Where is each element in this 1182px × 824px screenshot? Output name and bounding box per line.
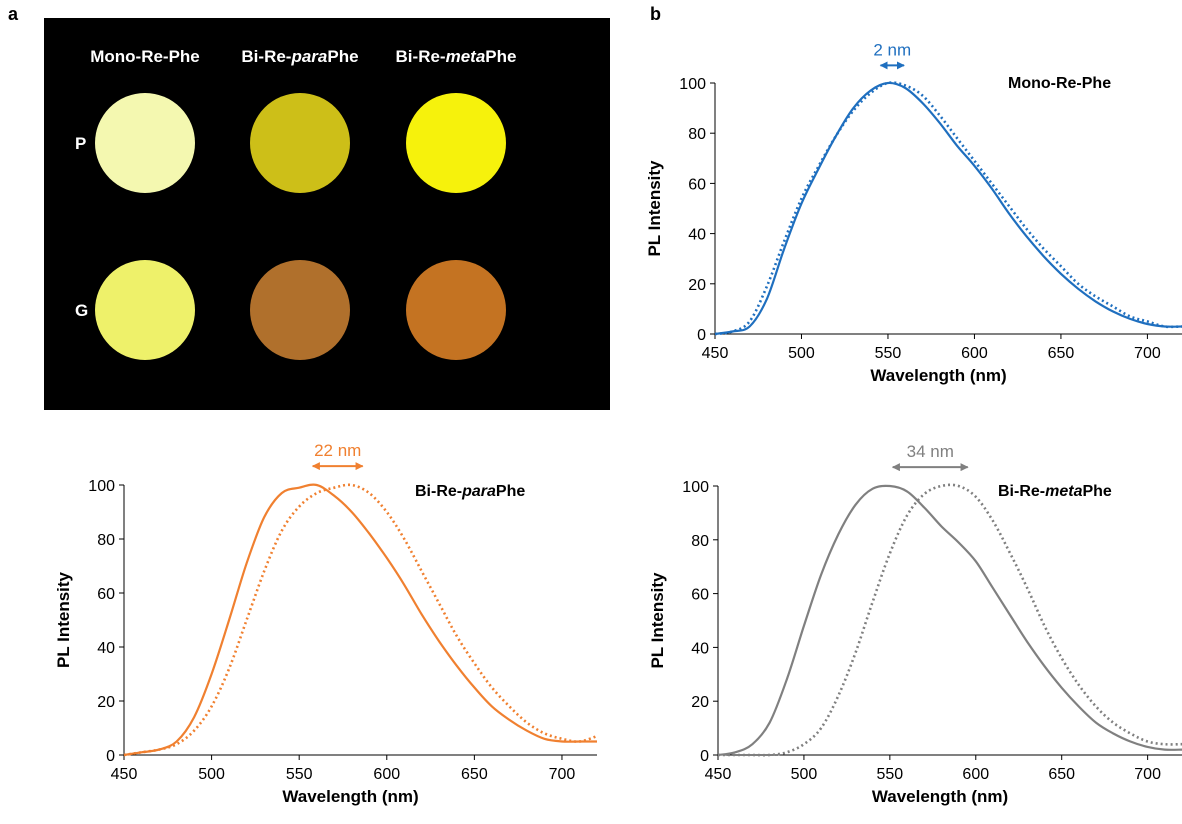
- y-tick-label: 80: [688, 126, 706, 143]
- x-tick-label: 550: [875, 345, 902, 362]
- chart-bi-re-metaphe: 0 20 40 60 80 100 450 500 550 600 650 700 Wavelength…: [648, 442, 1182, 806]
- x-tick-label: 600: [962, 766, 989, 783]
- x-tick-label: 650: [1048, 766, 1075, 783]
- x-tick-label: 600: [373, 766, 400, 783]
- y-tick-label: 20: [97, 694, 115, 711]
- panel-letter-a: a: [8, 4, 19, 24]
- series-line-solid: [714, 81, 1182, 336]
- text-part: Phe: [327, 47, 358, 66]
- text-part: Bi-Re-: [415, 483, 462, 500]
- panel-letter-b: b: [650, 4, 661, 24]
- text-part: Phe: [1082, 483, 1111, 500]
- x-tick-label: 550: [286, 766, 313, 783]
- y-tick-label: 100: [679, 76, 706, 93]
- text-part: meta: [1045, 483, 1082, 500]
- x-axis-label: Wavelength (nm): [870, 366, 1006, 385]
- y-axis-label: PL Intensity: [645, 160, 664, 257]
- x-axis-label: Wavelength (nm): [872, 787, 1008, 806]
- y-tick-label: 100: [88, 478, 115, 495]
- y-tick-label: 0: [700, 748, 709, 765]
- chart-bi-re-paraphe: 0 20 40 60 80 100 450 500 550 600 650 700 Wavelength…: [54, 441, 598, 806]
- photo-row-label: P: [75, 134, 86, 153]
- text-part: para: [290, 47, 327, 66]
- series-line-dotted: [714, 81, 1182, 336]
- y-tick-label: 20: [691, 694, 709, 711]
- sample-disc: [250, 260, 350, 360]
- series-line-dotted: [718, 483, 1182, 757]
- chart-title: Mono-Re-Phe: [1008, 75, 1111, 92]
- y-tick-label: 0: [697, 327, 706, 344]
- text-part: Bi-Re-: [241, 47, 291, 66]
- x-tick-label: 600: [961, 345, 988, 362]
- x-tick-label: 450: [705, 766, 732, 783]
- peak-shift-label: 2 nm: [873, 40, 911, 59]
- y-tick-label: 100: [682, 479, 709, 496]
- text-part: Mono-Re-Phe: [1008, 75, 1111, 92]
- x-tick-label: 650: [1048, 345, 1075, 362]
- text-part: Bi-Re-: [396, 47, 446, 66]
- chart-mono-re-phe: 0 20 40 60 80 100 450 500 550 600 650 700 Wavelength…: [645, 40, 1182, 385]
- x-tick-label: 650: [461, 766, 488, 783]
- y-axis-label: PL Intensity: [648, 572, 667, 669]
- y-tick-label: 60: [691, 587, 709, 604]
- y-tick-label: 40: [97, 640, 115, 657]
- x-tick-label: 500: [788, 345, 815, 362]
- sample-photo-panel: Mono-Re-Phe Bi-Re-paraPhe Bi-Re-metaPhe PG: [44, 18, 610, 410]
- series-line-dotted: [123, 483, 598, 757]
- chart-title: Bi-Re-metaPhe: [998, 483, 1112, 500]
- text-part: meta: [446, 47, 486, 66]
- x-tick-label: 700: [1134, 766, 1161, 783]
- x-tick-label: 450: [702, 345, 729, 362]
- text-part: Bi-Re-: [998, 483, 1045, 500]
- x-tick-label: 500: [791, 766, 818, 783]
- sample-disc: [406, 260, 506, 360]
- sample-disc: [95, 93, 195, 193]
- photo-column-label: Bi-Re-paraPhe: [241, 47, 358, 66]
- y-tick-label: 40: [691, 640, 709, 657]
- y-tick-label: 60: [688, 176, 706, 193]
- y-tick-label: 20: [688, 277, 706, 294]
- x-tick-label: 450: [111, 766, 138, 783]
- sample-disc: [250, 93, 350, 193]
- series-line-solid: [123, 483, 597, 757]
- y-tick-label: 60: [97, 586, 115, 603]
- x-tick-label: 550: [877, 766, 904, 783]
- peak-shift-label: 34 nm: [907, 442, 954, 461]
- series-line-solid: [717, 484, 1182, 757]
- text-part: para: [461, 483, 496, 500]
- x-tick-label: 700: [549, 766, 576, 783]
- sample-disc: [406, 93, 506, 193]
- chart-title: Bi-Re-paraPhe: [415, 483, 525, 500]
- x-tick-label: 700: [1134, 345, 1161, 362]
- photo-column-label: Bi-Re-metaPhe: [396, 47, 517, 66]
- y-tick-label: 80: [691, 533, 709, 550]
- x-tick-label: 500: [198, 766, 225, 783]
- peak-shift-label: 22 nm: [314, 441, 361, 460]
- text-part: Mono-Re-Phe: [90, 47, 200, 66]
- y-tick-label: 0: [106, 748, 115, 765]
- photo-column-label: Mono-Re-Phe: [90, 47, 200, 66]
- sample-disc: [95, 260, 195, 360]
- y-tick-label: 40: [688, 227, 706, 244]
- y-tick-label: 80: [97, 532, 115, 549]
- photo-row-label: G: [75, 301, 88, 320]
- text-part: Phe: [485, 47, 516, 66]
- text-part: Phe: [496, 483, 525, 500]
- y-axis-label: PL Intensity: [54, 571, 73, 668]
- x-axis-label: Wavelength (nm): [282, 787, 418, 806]
